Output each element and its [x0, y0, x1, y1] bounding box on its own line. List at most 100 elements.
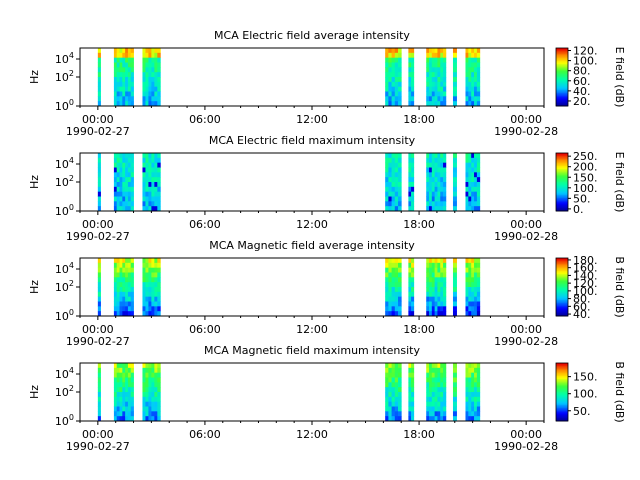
- colorbar-segment: [556, 314, 568, 317]
- spectrogram-cell: [465, 62, 469, 68]
- spectrogram-cell: [431, 401, 436, 407]
- spectrogram-cell: [125, 392, 129, 398]
- spectrogram-cell: [148, 306, 152, 312]
- spectrogram-cell: [388, 363, 392, 369]
- spectrogram-cell: [465, 206, 469, 212]
- spectrogram-cell: [471, 382, 475, 388]
- spectrogram-cell: [148, 262, 152, 269]
- spectrogram-cell: [452, 377, 457, 383]
- spectrogram-cell: [97, 72, 101, 78]
- spectrogram-cell: [154, 81, 158, 88]
- spectrogram-cell: [394, 387, 399, 393]
- spectrogram-cell: [440, 101, 444, 107]
- spectrogram-cell: [130, 62, 134, 68]
- spectrogram-cell: [125, 162, 129, 168]
- spectrogram-cell: [434, 81, 438, 88]
- spectrogram-cell: [145, 62, 149, 68]
- spectrogram-cell: [142, 162, 146, 168]
- spectrogram-cell: [408, 67, 412, 73]
- spectrogram-cell: [154, 287, 158, 293]
- spectrogram-cell: [476, 277, 481, 283]
- spectrogram-cell: [145, 153, 149, 159]
- colorbar-segment: [556, 157, 568, 160]
- spectrogram-cell: [443, 301, 447, 307]
- spectrogram-cell: [157, 177, 161, 183]
- colorbar-tick-label: 100.: [573, 182, 598, 195]
- spectrogram-cell: [113, 416, 118, 422]
- spectrogram-cell: [452, 101, 457, 107]
- spectrogram-cell: [434, 272, 438, 278]
- spectrogram-cell: [437, 311, 441, 317]
- spectrogram-cell: [154, 277, 158, 283]
- spectrogram-cell: [127, 258, 132, 264]
- spectrogram-cell: [434, 311, 438, 317]
- spectrogram-cell: [471, 301, 475, 307]
- spectrogram-cell: [151, 162, 155, 168]
- spectrogram-cell: [411, 258, 415, 264]
- spectrogram-cell: [113, 306, 118, 312]
- colorbar-segment: [556, 180, 568, 183]
- spectrogram-cell: [116, 301, 120, 307]
- spectrogram-cell: [426, 201, 430, 207]
- spectrogram-cell: [97, 96, 101, 102]
- spectrogram-cell: [113, 191, 118, 197]
- spectrogram-cell: [391, 52, 396, 59]
- spectrogram-cell: [154, 296, 158, 302]
- spectrogram-cell: [119, 191, 123, 197]
- spectrogram-cell: [394, 86, 399, 92]
- spectrogram-cell: [97, 172, 101, 178]
- spectrogram-cell: [429, 367, 433, 374]
- spectrogram-cell: [452, 267, 457, 273]
- colorbar-segment: [556, 199, 568, 202]
- spectrogram-cell: [452, 162, 457, 168]
- spectrogram-cell: [434, 153, 438, 159]
- spectrogram-cell: [476, 258, 481, 264]
- spectrogram: [97, 258, 481, 317]
- spectrogram-cell: [426, 411, 430, 417]
- spectrogram-cell: [411, 182, 415, 188]
- spectrogram-cell: [125, 77, 129, 83]
- spectrogram-cell: [394, 206, 399, 212]
- spectrogram-cell: [119, 372, 123, 378]
- colorbar-segment: [556, 289, 568, 292]
- spectrogram-cell: [116, 411, 120, 417]
- colorbar-segment: [556, 75, 568, 78]
- spectrogram-cell: [145, 411, 149, 417]
- spectrogram-cell: [119, 282, 123, 288]
- spectrogram-cell: [142, 287, 146, 293]
- spectrogram-cell: [434, 287, 438, 293]
- spectrogram-cell: [471, 287, 475, 293]
- spectrogram-cell: [125, 301, 129, 307]
- spectrogram-cell: [434, 191, 438, 197]
- spectrogram-cell: [154, 206, 158, 212]
- spectrogram-cell: [157, 157, 161, 164]
- x-tick-label: 00:00: [510, 323, 542, 336]
- spectrogram-cell: [437, 272, 441, 278]
- spectrogram-cell: [130, 258, 134, 264]
- spectrogram-cell: [385, 377, 389, 383]
- spectrogram-cell: [151, 177, 155, 183]
- spectrogram-cell: [97, 392, 101, 398]
- spectrogram-cell: [385, 416, 389, 422]
- spectrogram-cell: [113, 411, 118, 417]
- spectrogram-cell: [97, 372, 101, 378]
- spectrogram-cell: [119, 57, 123, 63]
- spectrogram-cell: [148, 296, 152, 302]
- spectrogram-cell: [385, 172, 389, 178]
- spectrogram-cell: [142, 177, 146, 183]
- spectrogram-cell: [426, 392, 430, 398]
- spectrogram-cell: [116, 401, 120, 407]
- spectrogram-cell: [97, 57, 101, 63]
- x-tick-label: 12:00: [296, 218, 328, 231]
- spectrogram-cell: [157, 182, 161, 188]
- spectrogram-cell: [97, 101, 101, 107]
- spectrogram-cell: [130, 267, 134, 273]
- x-tick-label: 18:00: [403, 428, 435, 441]
- spectrogram-cell: [113, 392, 118, 398]
- spectrogram-cell: [408, 172, 412, 178]
- spectrogram-cell: [127, 382, 132, 388]
- spectrogram-cell: [437, 172, 441, 178]
- spectrogram-cell: [468, 101, 472, 107]
- spectrogram-cell: [452, 258, 457, 264]
- spectrogram-cell: [437, 396, 441, 403]
